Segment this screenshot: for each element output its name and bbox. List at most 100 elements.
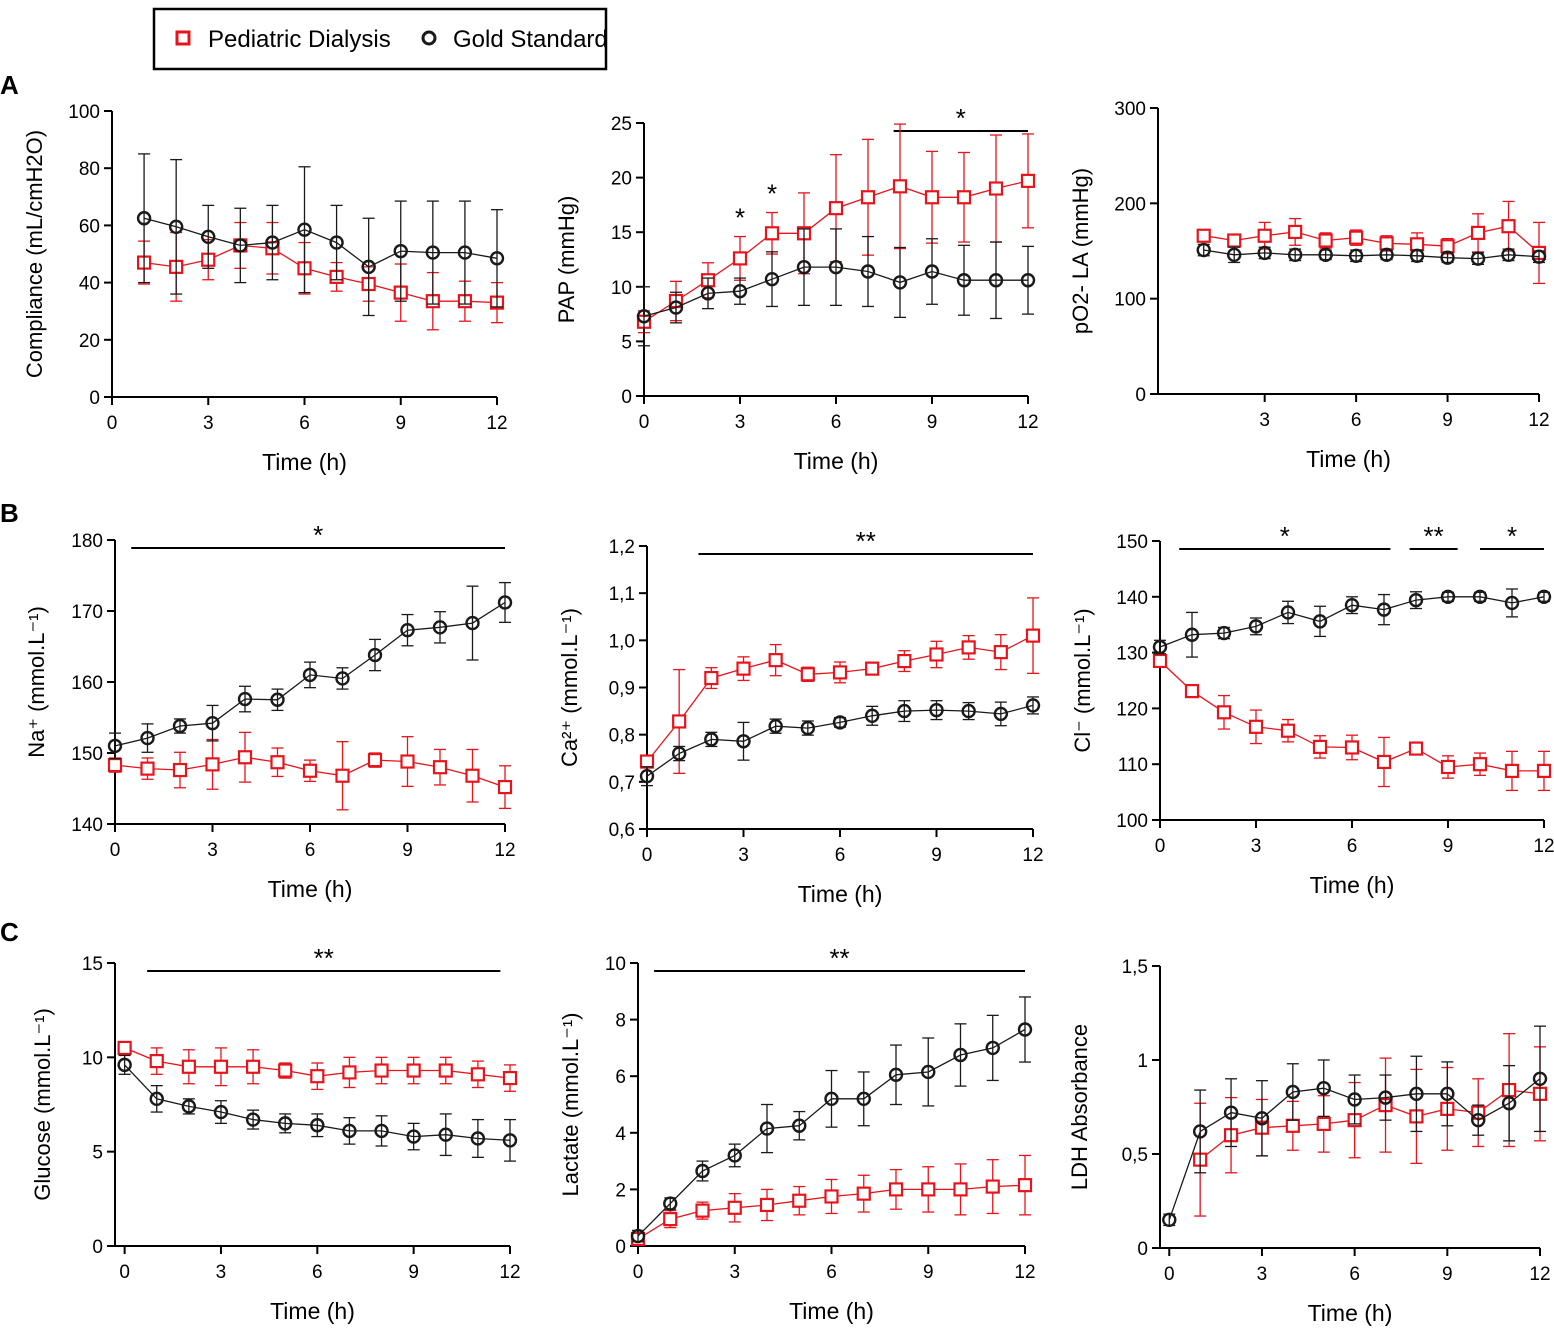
data-point-square: [961, 640, 976, 655]
data-point-circle: [1409, 1086, 1424, 1102]
y-tick-label: 0: [89, 388, 100, 409]
data-point-circle: [1184, 627, 1200, 642]
significance-label: *: [956, 103, 966, 133]
x-tick-label: 6: [299, 413, 310, 434]
data-point-square: [1316, 1116, 1331, 1132]
data-point-square: [1285, 1118, 1300, 1133]
x-tick-label: 3: [735, 412, 746, 433]
series-pediatric-dialysis: [639, 597, 1041, 774]
data-point-circle: [297, 222, 312, 237]
series-pediatric-dialysis: [107, 731, 513, 811]
series-pediatric-dialysis: [117, 1040, 518, 1092]
chart-pap: 0 5 10 15 20 25 0 3 6 9 12 Time (h) PAP (mmHg) * * *: [554, 103, 1039, 474]
significance-label: *: [767, 179, 777, 209]
x-tick-label: 6: [312, 1262, 323, 1283]
y-tick-label: 300: [1114, 99, 1146, 120]
panel-letter-c: C: [0, 917, 19, 947]
chart-compliance: 0 20 40 60 80 100 0 3 6 9 12 Time (h) Compliance (mL…: [22, 102, 508, 475]
data-point-circle: [953, 1047, 968, 1063]
chart-glucose: 0 5 10 15 0 3 6 9 12 Time (h) Glucose (mmol.L⁻¹) **: [30, 943, 521, 1324]
data-point-square: [663, 1212, 678, 1227]
data-point-square: [828, 201, 844, 216]
data-point-square: [1504, 763, 1520, 778]
series-gold-standard: [630, 996, 1033, 1244]
data-point-circle: [438, 1127, 453, 1142]
significance-label: *: [1507, 521, 1517, 551]
data-point-circle: [367, 647, 383, 663]
data-point-square: [438, 1063, 453, 1078]
data-point-circle: [107, 738, 123, 754]
y-axis-title: PAP (mmHg): [554, 196, 579, 324]
chart-lactate: 0 2 4 6 8 10 0 3 6 9 12 Time (h) Lactate (mmol.L⁻¹) *…: [558, 943, 1036, 1324]
series-line-gold-standard: [1168, 1078, 1541, 1221]
data-point-square: [824, 1189, 839, 1204]
y-tick-label: 150: [1116, 532, 1148, 553]
data-point-circle: [796, 259, 812, 275]
data-point-square: [639, 754, 655, 769]
x-tick-label: 9: [927, 412, 938, 433]
x-tick-label: 3: [1259, 410, 1270, 431]
data-point-circle: [924, 264, 940, 279]
data-point-square: [1344, 740, 1360, 755]
series-line-gold-standard: [643, 266, 1028, 317]
data-point-square: [107, 757, 123, 773]
x-tick-label: 9: [931, 845, 942, 866]
x-tick-label: 6: [1351, 410, 1362, 431]
series-line-pediatric-dialysis: [1199, 1089, 1541, 1161]
data-point-square: [1318, 233, 1333, 248]
data-point-square: [759, 1197, 775, 1213]
x-tick-label: 0: [639, 412, 650, 433]
series-line-gold-standard: [124, 1064, 511, 1141]
significance-label: **: [856, 526, 876, 556]
data-point-square: [1017, 1178, 1033, 1193]
data-point-circle: [1344, 597, 1360, 613]
data-point-square: [1440, 759, 1456, 775]
x-tick-label: 12: [1017, 412, 1038, 433]
data-point-circle: [1440, 1086, 1455, 1102]
significance-label: **: [829, 943, 849, 973]
x-axis-title: Time (h): [798, 881, 883, 907]
x-axis-title: Time (h): [268, 876, 353, 902]
data-point-square: [245, 1059, 261, 1074]
data-point-square: [1280, 723, 1296, 738]
y-tick-label: 8: [615, 1011, 626, 1032]
x-tick-label: 12: [1014, 1262, 1035, 1283]
x-tick-label: 3: [207, 840, 218, 861]
data-point-circle: [921, 1064, 936, 1080]
series-line-gold-standard: [114, 601, 506, 747]
data-point-circle: [1192, 1124, 1208, 1139]
data-point-square: [985, 1179, 1000, 1194]
data-point-square: [1288, 224, 1303, 240]
data-point-circle: [1223, 1105, 1239, 1120]
data-point-circle: [489, 251, 505, 266]
data-point-circle: [1025, 698, 1041, 713]
data-point-square: [270, 755, 285, 770]
series-gold-standard: [1196, 242, 1547, 266]
data-point-circle: [639, 768, 655, 784]
x-tick-label: 9: [1442, 410, 1453, 431]
data-point-circle: [1440, 589, 1456, 604]
data-point-square: [205, 757, 220, 772]
x-tick-label: 3: [729, 1262, 740, 1283]
series-pediatric-dialysis: [1196, 200, 1547, 285]
y-tick-label: 1,1: [609, 584, 635, 605]
y-tick-label: 2: [615, 1180, 626, 1201]
chart-po2: 0 100 200 300 3 6 9 12 Time (h) pO2- LA (mmHg): [1068, 99, 1550, 472]
y-tick-label: 140: [71, 815, 103, 836]
data-point-circle: [1470, 251, 1486, 266]
data-point-square: [897, 653, 912, 669]
data-point-square: [1248, 719, 1264, 734]
data-point-circle: [1152, 639, 1168, 655]
data-point-circle: [1017, 1022, 1033, 1037]
data-point-circle: [630, 1228, 646, 1244]
x-tick-label: 9: [402, 840, 413, 861]
x-tick-label: 0: [110, 840, 121, 861]
data-point-circle: [764, 271, 780, 287]
series-line-gold-standard: [637, 1028, 1026, 1237]
data-point-circle: [636, 309, 652, 324]
legend-frame: [152, 7, 608, 71]
data-point-circle: [149, 1091, 164, 1107]
data-point-circle: [1020, 273, 1036, 288]
data-point-square: [732, 251, 748, 266]
y-tick-label: 110: [1118, 755, 1148, 776]
